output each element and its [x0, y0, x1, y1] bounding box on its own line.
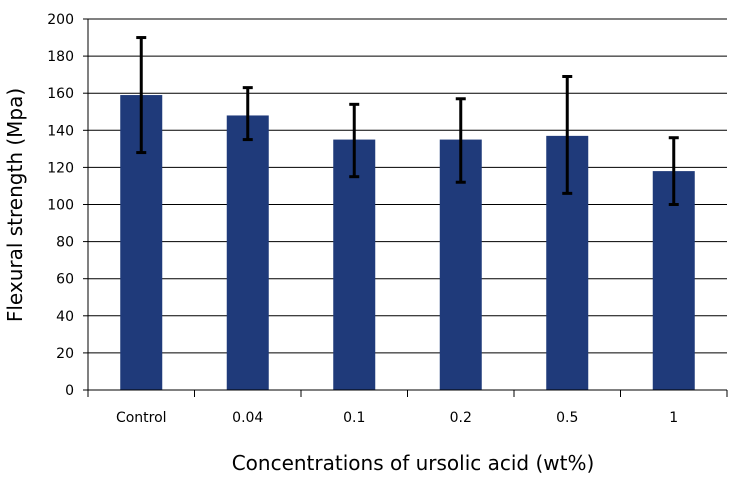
y-tick-label: 100 [47, 198, 74, 214]
y-tick-label: 40 [56, 309, 74, 325]
y-tick-label: 120 [47, 160, 74, 176]
x-tick-label: Control [116, 410, 167, 426]
y-tick-label: 60 [56, 272, 74, 288]
error-bar [562, 75, 573, 195]
error-bar [455, 97, 466, 184]
y-tick-label: 180 [47, 49, 74, 65]
bar [333, 139, 376, 390]
y-tick-label: 140 [47, 123, 74, 139]
error-bar [668, 136, 679, 206]
error-bar [136, 36, 147, 155]
x-tick-label: 1 [669, 410, 678, 426]
y-tick-label: 80 [56, 235, 74, 251]
x-tick-label: 0.04 [232, 410, 263, 426]
x-axis-title: Concentrations of ursolic acid (wt%) [232, 451, 595, 475]
bar [652, 171, 695, 390]
error-bars [136, 36, 679, 206]
error-bar [349, 102, 360, 179]
bar [226, 115, 269, 391]
y-axis-title: Flexural strength (Mpa) [3, 88, 27, 322]
x-tick-label: 0.1 [343, 410, 365, 426]
bars [120, 95, 695, 391]
y-tick-label: 200 [47, 12, 74, 28]
y-tick-label: 20 [56, 346, 74, 362]
y-tick-labels: 0 20 40 60 80 100 120 140 160 180 200 [47, 12, 74, 399]
x-tick-label: 0.2 [450, 410, 472, 426]
x-tick-labels: Control 0.04 0.1 0.2 0.5 1 [116, 410, 678, 426]
gridlines [88, 18, 727, 354]
error-bar [242, 86, 253, 142]
x-tick-label: 0.5 [556, 410, 578, 426]
axes [83, 18, 728, 397]
y-tick-label: 0 [65, 383, 74, 399]
y-tick-label: 160 [47, 86, 74, 102]
